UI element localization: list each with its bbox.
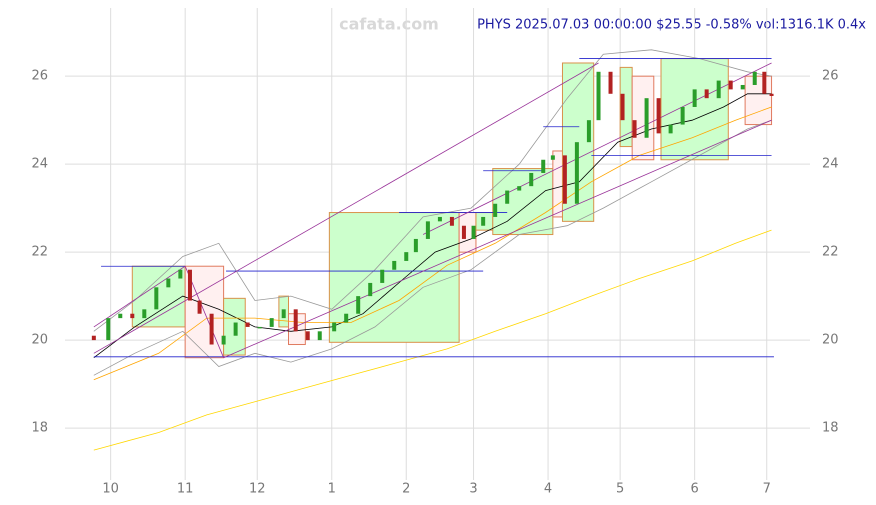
candle (221, 335, 226, 345)
candle (118, 313, 123, 319)
indicator-line (93, 229, 772, 451)
candle (166, 278, 171, 288)
x-tick-label: 11 (177, 482, 194, 497)
candle (656, 98, 661, 134)
candle (529, 172, 534, 187)
candle (716, 80, 721, 99)
candle (668, 124, 673, 134)
candle (620, 93, 625, 121)
candle (392, 260, 397, 270)
candle (368, 282, 373, 297)
candle (413, 238, 418, 253)
x-tick-label: 5 (616, 482, 624, 497)
candle (154, 287, 159, 310)
y-tick-label: 24 (31, 157, 48, 172)
y-tick-label-right: 22 (822, 245, 839, 260)
candle (692, 89, 697, 107)
candle (762, 71, 767, 94)
down-box (631, 75, 655, 161)
candle (130, 313, 135, 319)
y-tick-label: 20 (31, 333, 48, 348)
candle (437, 216, 442, 222)
candle (471, 225, 476, 239)
candle (233, 322, 238, 336)
indicator-line (93, 49, 772, 332)
candle (356, 296, 361, 314)
candle (404, 252, 409, 261)
candle (197, 300, 202, 314)
trend-line (93, 62, 599, 354)
candle (449, 216, 454, 226)
candle (187, 269, 192, 301)
x-tick-label: 1 (328, 482, 336, 497)
candle (461, 225, 466, 239)
candle (269, 318, 274, 327)
y-tick-label: 22 (31, 245, 48, 260)
candle (541, 159, 546, 173)
x-tick-label: 6 (691, 482, 699, 497)
trend-line (93, 265, 186, 328)
candle (178, 269, 183, 279)
y-tick-label-right: 26 (822, 69, 839, 84)
candle (245, 322, 250, 327)
candle (596, 71, 601, 121)
candle (425, 221, 430, 239)
candle (680, 106, 685, 125)
candle (740, 84, 745, 90)
candle (281, 309, 286, 319)
candle (257, 326, 262, 329)
indicator-line (93, 93, 772, 359)
up-box (660, 58, 729, 161)
candle (562, 155, 567, 204)
candle (586, 120, 591, 143)
candle (317, 331, 322, 341)
indicator-line (93, 119, 772, 376)
candle (550, 155, 555, 160)
candle (209, 313, 214, 345)
x-tick-label: 2 (402, 482, 410, 497)
trend-line (223, 119, 772, 359)
candle (380, 269, 385, 283)
up-box (328, 212, 460, 343)
candle (142, 309, 147, 319)
candle (344, 313, 349, 323)
y-tick-label-right: 24 (822, 157, 839, 172)
candle (644, 98, 649, 138)
y-tick-label-right: 18 (822, 421, 839, 436)
candle (91, 335, 96, 341)
x-tick-label: 4 (544, 482, 552, 497)
candle (704, 89, 709, 99)
candle (293, 309, 298, 332)
x-tick-label: 7 (763, 482, 771, 497)
x-tick-label: 3 (469, 482, 477, 497)
candle (574, 142, 579, 204)
down-box (744, 75, 773, 126)
candle (728, 80, 733, 90)
candle (305, 331, 310, 341)
indicator-line (93, 106, 772, 381)
candle (505, 190, 510, 204)
candle (481, 216, 486, 226)
candle (608, 71, 613, 94)
y-tick-label-right: 20 (822, 333, 839, 348)
candle (769, 93, 774, 96)
candle (632, 120, 637, 138)
up-box (492, 168, 554, 236)
x-tick-label: 10 (102, 482, 119, 497)
x-tick-label: 12 (249, 482, 266, 497)
y-tick-label: 26 (31, 69, 48, 84)
candle (752, 71, 757, 85)
chart-title: PHYS 2025.07.03 00:00:00 $25.55 -0.58% v… (477, 18, 866, 33)
candle (106, 318, 111, 341)
y-tick-label: 18 (31, 421, 48, 436)
candle (517, 186, 522, 191)
candle (332, 322, 337, 332)
trend-line (422, 62, 772, 235)
candle (493, 203, 498, 217)
watermark: cafata.com (339, 15, 439, 34)
